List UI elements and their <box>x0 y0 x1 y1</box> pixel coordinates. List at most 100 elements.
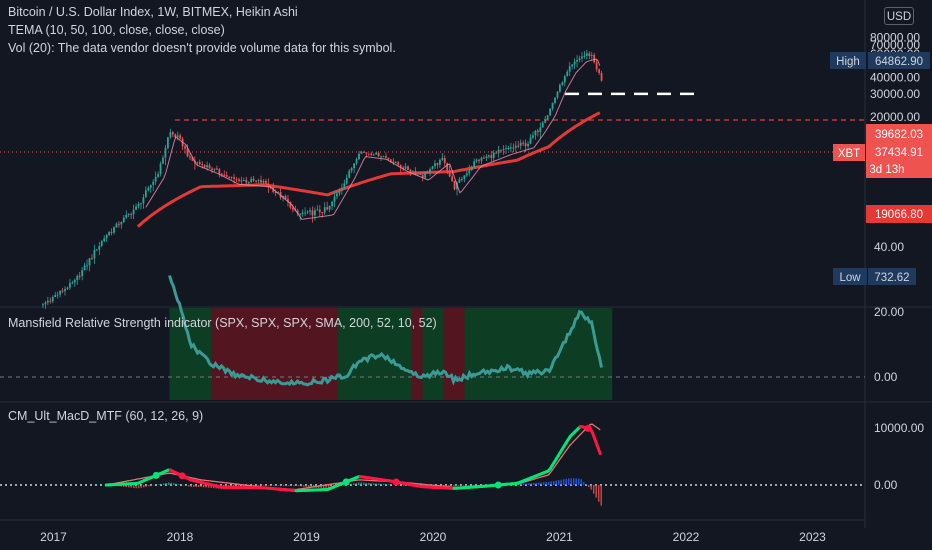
candle-body <box>142 197 145 204</box>
candle-body <box>436 163 439 165</box>
candle-body <box>581 56 583 59</box>
candle-body <box>260 180 262 183</box>
price-axis-tick: 40000.00 <box>870 70 920 84</box>
candle-body <box>473 161 476 167</box>
candle-body <box>127 213 130 215</box>
symbol-title[interactable]: Bitcoin / U.S. Dollar Index, 1W, BITMEX,… <box>8 5 298 19</box>
candle-body <box>174 134 177 137</box>
candle-body <box>522 142 525 144</box>
candle-body <box>171 132 174 135</box>
candle-body <box>242 180 245 182</box>
candle-body <box>387 157 390 160</box>
candle-body <box>434 163 436 167</box>
candle-body <box>487 155 490 157</box>
macd-cross-dot <box>178 472 186 480</box>
high-price-badge: 64862.90 <box>868 52 930 69</box>
candle-body <box>348 170 351 178</box>
candle-body <box>86 265 88 267</box>
candle-body <box>414 171 417 175</box>
candle-body <box>184 146 186 149</box>
tema-legend[interactable]: TEMA (10, 50, 100, close, close, close) <box>8 23 225 37</box>
candle-body <box>115 223 118 228</box>
candle-body <box>59 290 62 295</box>
candle-body <box>247 182 250 184</box>
candle-body <box>519 142 522 146</box>
low-price-badge: 732.62 <box>868 268 916 285</box>
candle-body <box>189 156 191 158</box>
rs-zone-bullish <box>338 308 412 400</box>
candle-body <box>83 265 86 271</box>
candle-body <box>61 290 64 292</box>
candle-body <box>42 304 44 306</box>
volume-legend[interactable]: Vol (20): The data vendor doesn't provid… <box>8 41 396 55</box>
price-axis-tick: 80000.00 <box>870 30 920 44</box>
candle-body <box>578 58 581 60</box>
candle-body <box>66 287 69 290</box>
candle-body <box>328 206 331 210</box>
rs-background-zones <box>169 308 613 400</box>
candle-body <box>355 159 358 164</box>
candle-body <box>257 180 260 182</box>
candle-body <box>350 168 353 171</box>
candle-body <box>316 209 319 211</box>
candle-body <box>113 227 115 233</box>
candle-body <box>289 201 292 208</box>
macd-cross-dot <box>584 424 592 432</box>
candle-body <box>336 193 338 197</box>
candle-body <box>485 156 488 158</box>
candle-body <box>541 122 544 128</box>
macd-legend[interactable]: CM_Ult_MacD_MTF (60, 12, 26, 9) <box>8 409 204 423</box>
candle-body <box>218 169 221 174</box>
candle-body <box>475 159 478 162</box>
candle-body <box>470 166 473 171</box>
candle-body <box>321 212 324 214</box>
candle-body <box>363 151 365 153</box>
candle-body <box>299 213 302 215</box>
bar-countdown: 3d 13h <box>869 164 904 176</box>
candle-body <box>225 174 228 177</box>
candle-body <box>198 162 201 165</box>
candle-body <box>78 275 81 277</box>
macd-cross-dot <box>152 471 160 479</box>
time-axis-tick: 2021 <box>546 530 573 544</box>
candle-body <box>429 169 431 173</box>
candle-body <box>216 168 218 170</box>
currency-button[interactable]: USD <box>884 7 914 25</box>
symbol-tag-text: XBT <box>838 148 860 160</box>
candle-body <box>331 201 333 207</box>
candle-body <box>492 152 495 158</box>
candle-body <box>255 180 258 182</box>
candle-body <box>233 177 235 179</box>
candle-body <box>370 153 373 155</box>
macd-line-segment <box>596 446 602 456</box>
candle-body <box>478 159 480 161</box>
candle-body <box>345 177 348 184</box>
candle-body <box>132 209 135 215</box>
candle-body <box>211 168 213 170</box>
rs-axis-tick: 20.00 <box>874 305 904 319</box>
candle-body <box>318 209 321 213</box>
candle-body <box>529 137 532 144</box>
price-axis-tick: 20000.00 <box>870 110 920 124</box>
rs-legend[interactable]: Mansfield Relative Strength indicator (S… <box>8 316 437 330</box>
candle-body <box>76 275 79 281</box>
candle-body <box>64 289 66 292</box>
candle-body <box>240 180 243 182</box>
price-axis-tick: 70000.00 <box>870 38 920 52</box>
candle-body <box>265 180 267 184</box>
time-axis-tick: 2019 <box>293 530 320 544</box>
candle-body <box>438 159 441 165</box>
candle-body <box>358 153 360 160</box>
price-axis-tick: 30000.00 <box>870 87 920 101</box>
high-label-text: High <box>836 56 860 68</box>
candle-body <box>223 174 226 176</box>
candle-body <box>164 148 167 158</box>
time-axis-tick: 2017 <box>40 530 67 544</box>
candle-body <box>71 282 74 284</box>
macd-cross-dot <box>494 481 502 489</box>
candle-body <box>556 91 559 98</box>
candle-body <box>91 258 93 260</box>
current-price-value: 39682.03 <box>875 129 923 141</box>
rs-line <box>168 275 603 387</box>
